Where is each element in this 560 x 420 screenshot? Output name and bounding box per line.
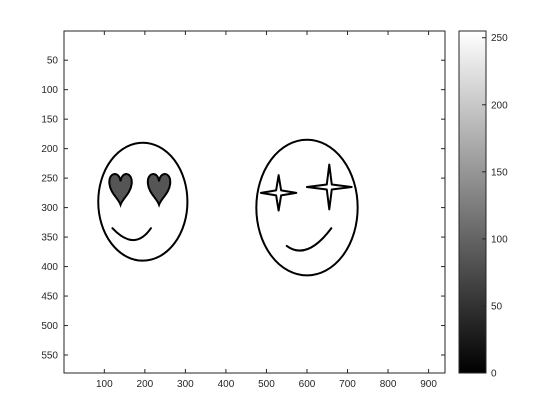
x-tick-label: 600 — [299, 379, 316, 390]
y-tick-label: 400 — [41, 262, 58, 273]
x-axis: 100 200 300 400 500 600 700 800 900 — [96, 31, 437, 390]
x-tick-label: 400 — [218, 379, 235, 390]
y-tick-label: 100 — [41, 85, 58, 96]
colorbar: 0 50 100 150 200 250 — [458, 30, 508, 380]
x-tick-label: 900 — [420, 379, 437, 390]
y-tick-label: 150 — [41, 115, 58, 126]
x-tick-label: 800 — [380, 379, 397, 390]
x-tick-label: 200 — [137, 379, 154, 390]
colorbar-frame — [458, 30, 487, 374]
y-axis: 50 100 150 200 250 300 350 400 450 500 550 — [41, 56, 445, 362]
colorbar-tick-label: 50 — [491, 301, 503, 312]
right-smile — [285, 227, 333, 252]
plot-frame — [63, 30, 446, 374]
x-tick-label: 700 — [339, 379, 356, 390]
right-face — [255, 138, 359, 277]
y-tick-label: 550 — [41, 351, 58, 362]
image-plot: 100 200 300 400 500 600 700 800 900 50 100 150 200 2… — [41, 30, 446, 390]
y-tick-label: 50 — [47, 56, 59, 67]
image-shapes — [97, 138, 359, 277]
colorbar-tick-label: 100 — [491, 234, 508, 245]
left-face — [97, 141, 189, 262]
colorbar-tick-label: 200 — [491, 100, 508, 111]
colorbar-tick-label: 0 — [491, 369, 497, 380]
left-heart-eye — [108, 173, 133, 208]
colorbar-tick-label: 250 — [491, 33, 508, 44]
x-tick-label: 300 — [177, 379, 194, 390]
colorbar-ticks: 0 50 100 150 200 250 — [482, 33, 508, 380]
colorbar-tick-label: 150 — [491, 167, 508, 178]
y-tick-label: 450 — [41, 292, 58, 303]
image-background — [64, 31, 445, 373]
y-tick-label: 200 — [41, 144, 58, 155]
right-heart-eye — [146, 173, 172, 208]
y-tick-label: 250 — [41, 174, 58, 185]
x-tick-label: 500 — [258, 379, 275, 390]
y-tick-label: 300 — [41, 203, 58, 214]
colorbar-gradient — [459, 31, 486, 373]
y-tick-label: 350 — [41, 233, 58, 244]
right-star-eye — [305, 163, 353, 211]
x-tick-label: 100 — [96, 379, 113, 390]
left-smile — [111, 227, 152, 242]
left-star-eye — [259, 174, 298, 212]
y-tick-label: 500 — [41, 321, 58, 332]
